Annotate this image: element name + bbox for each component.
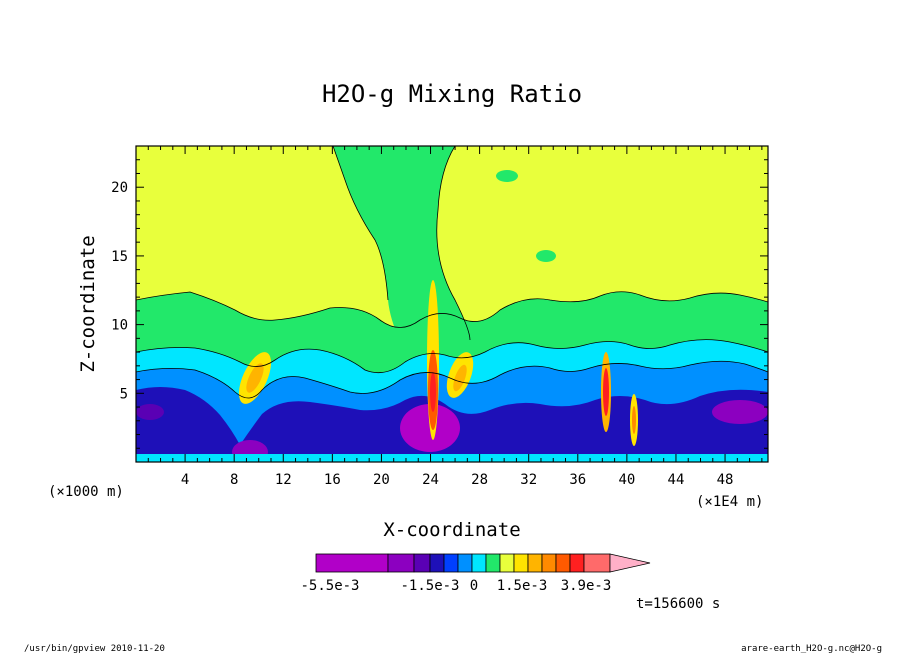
colorbar-swatch [485, 553, 501, 573]
colorbar-swatch [387, 553, 415, 573]
x-tick-label: 28 [471, 472, 488, 488]
y-tick-label: 5 [120, 386, 128, 402]
colorbar-arrow [609, 553, 651, 573]
colorbar-label: -5.5e-3 [300, 578, 359, 594]
footer-right: arare-earth_H2O-g.nc@H2O-g [741, 644, 882, 654]
y-tick-label: 10 [111, 318, 128, 334]
x-unit-left: (×1000 m) [48, 484, 124, 500]
colorbar-swatch [555, 553, 571, 573]
colorbar-label: 0 [470, 578, 478, 594]
region-purple-4 [136, 404, 164, 420]
contour-5 [436, 146, 471, 341]
colorbar: -5.5e-3 -1.5e-3 0 1.5e-3 3.9e-3 [300, 553, 651, 594]
colorbar-swatch [443, 553, 459, 573]
colorbar-label: 3.9e-3 [561, 578, 612, 594]
contour-1 [136, 291, 768, 328]
footer-left: /usr/bin/gpview 2010-11-20 [24, 644, 165, 654]
contour-2 [136, 339, 768, 374]
x-tick-label: 4 [181, 472, 189, 488]
colorbar-swatch [413, 553, 431, 573]
patch-green-2 [536, 250, 556, 262]
x-tick-label: 32 [520, 472, 537, 488]
colorbar-swatch [429, 553, 445, 573]
patch-green-1 [496, 170, 518, 182]
y-tick-label: 15 [111, 249, 128, 265]
x-tick-label: 36 [569, 472, 586, 488]
time-label: t=156600 s [636, 596, 720, 612]
colorbar-swatch [471, 553, 487, 573]
plot-frame [135, 145, 769, 463]
colorbar-swatch [315, 553, 389, 573]
x-tick-label: 12 [275, 472, 292, 488]
plume-4-core [603, 368, 609, 416]
x-tick-label: 48 [717, 472, 734, 488]
colorbar-swatch [457, 553, 473, 573]
colorbar-swatch [583, 553, 611, 573]
y-tick-label: 20 [111, 180, 128, 196]
region-purple-2 [712, 400, 768, 424]
x-tick-label: 20 [373, 472, 390, 488]
plume-3-inner [430, 372, 436, 412]
colorbar-label: 1.5e-3 [497, 578, 548, 594]
x-unit-right: (×1E4 m) [696, 494, 763, 510]
y-axis-title: Z-coordinate [77, 235, 99, 372]
x-tick-label: 16 [324, 472, 341, 488]
x-tick-label: 40 [618, 472, 635, 488]
colorbar-swatch [541, 553, 557, 573]
x-tick-label: 8 [230, 472, 238, 488]
colorbar-swatch [499, 553, 515, 573]
x-tick-label: 24 [422, 472, 439, 488]
colorbar-swatch [527, 553, 543, 573]
contour-4 [332, 146, 389, 301]
plume-1-core [246, 363, 264, 393]
region-bottom-cyan [136, 454, 768, 462]
chart-title: H2O-g Mixing Ratio [322, 80, 582, 108]
x-tick-label: 44 [668, 472, 685, 488]
contour-3 [136, 360, 768, 399]
colorbar-swatch [513, 553, 529, 573]
colorbar-label: -1.5e-3 [400, 578, 459, 594]
x-axis-title: X-coordinate [383, 519, 520, 541]
plume-5-core [632, 406, 636, 434]
plume-2-core [453, 364, 467, 392]
colorbar-swatch [569, 553, 585, 573]
